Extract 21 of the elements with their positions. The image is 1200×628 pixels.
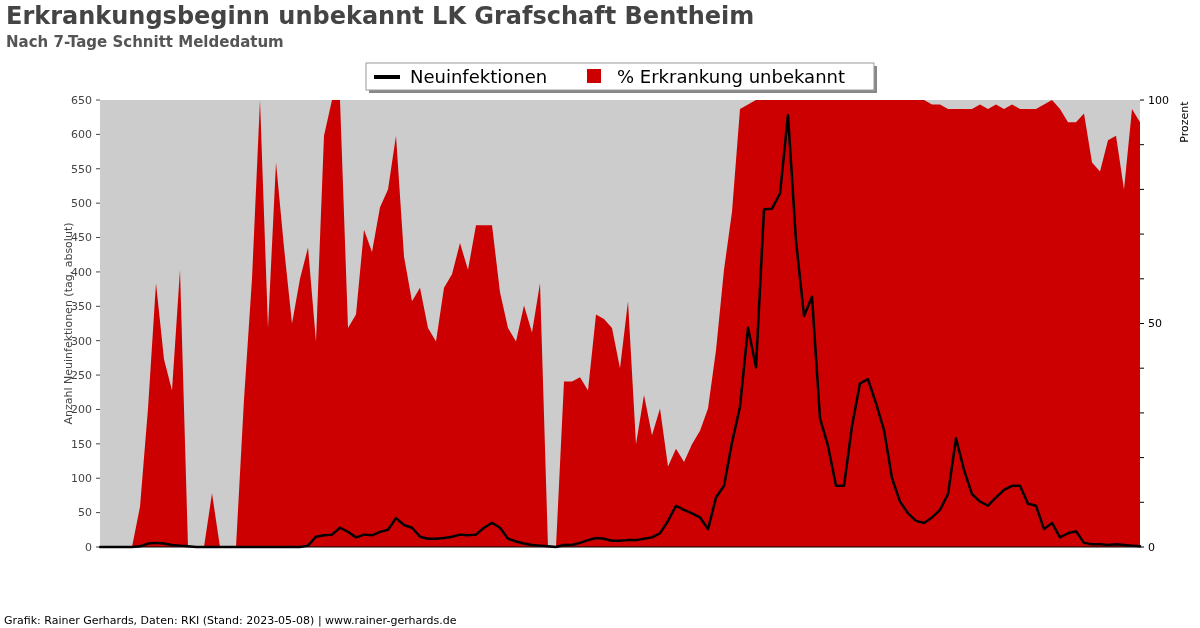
chart-subtitle: Nach 7-Tage Schnitt Meldedatum [6, 33, 284, 51]
y-tick-label: 250 [71, 368, 92, 382]
y-tick-label: 0 [85, 540, 92, 554]
y2-tick-label: 50 [1148, 317, 1162, 331]
y-tick-label: 650 [71, 93, 92, 107]
legend-label: Neuinfektionen [410, 66, 548, 88]
legend-label: % Erkrankung unbekannt [617, 66, 846, 88]
y2-axis-title: Prozent [1178, 100, 1191, 143]
chart-title: Erkrankungsbeginn unbekannt LK Grafschaft Bentheim [6, 2, 755, 30]
y-tick-label: 100 [71, 472, 92, 486]
text: Grafik: Rainer Gerhards, Daten: RKI (Stand: 2023-05-08) | www.rainer-gerhards.de [4, 614, 457, 627]
y-tick-label: 600 [71, 128, 92, 142]
y-tick-label: 50 [78, 506, 92, 520]
y-tick-label: 300 [71, 334, 92, 348]
y-tick-label: 550 [71, 162, 92, 176]
y2-tick-label: 0 [1148, 540, 1155, 554]
y-tick-label: 150 [71, 437, 92, 451]
y-tick-label: 500 [71, 197, 92, 210]
y2-tick-label: 100 [1148, 93, 1169, 107]
y-tick-label: 350 [71, 300, 92, 314]
y-tick-label: 200 [71, 403, 92, 417]
